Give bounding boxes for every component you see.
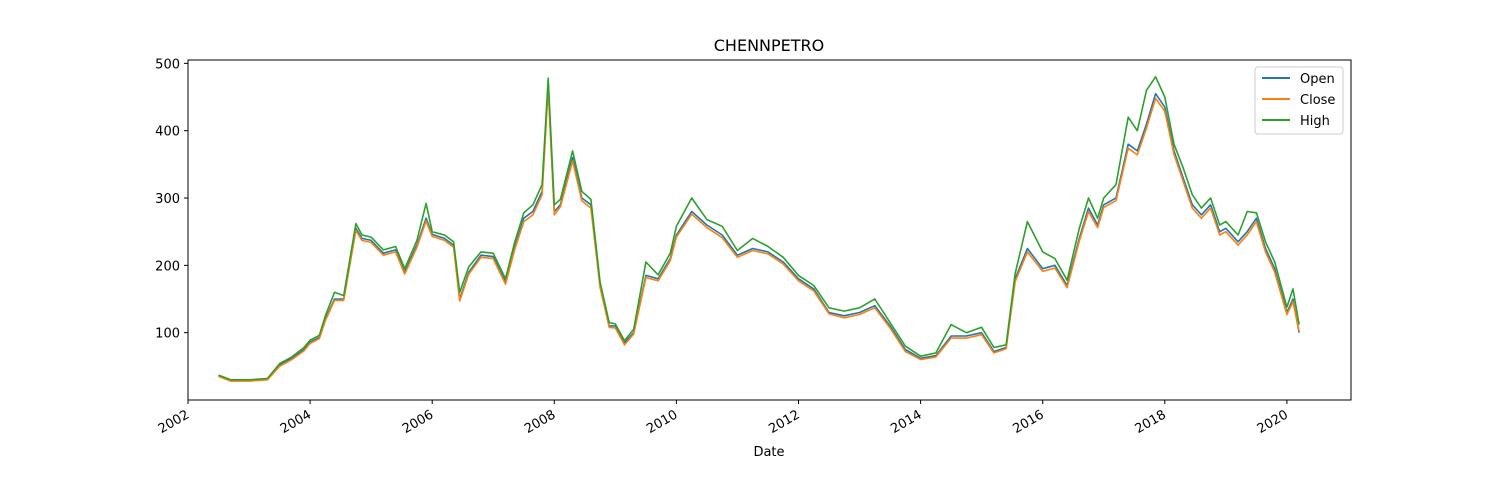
legend-label-open: Open bbox=[1300, 72, 1335, 87]
axes-frame bbox=[187, 59, 1352, 401]
y-tick-label: 300 bbox=[155, 192, 180, 207]
y-tick-label: 500 bbox=[155, 57, 180, 72]
y-tick-label: 100 bbox=[155, 327, 180, 342]
x-axis-label: Date bbox=[753, 445, 784, 460]
plot-area bbox=[187, 59, 1352, 401]
y-tick-label: 200 bbox=[155, 259, 180, 274]
chart-title: CHENNPETRO bbox=[714, 36, 825, 55]
legend-label-high: High bbox=[1300, 114, 1330, 129]
series-line-high bbox=[218, 76, 1300, 381]
y-tick-label: 400 bbox=[155, 125, 180, 140]
legend-box bbox=[1254, 66, 1344, 135]
legend-label-close: Close bbox=[1300, 93, 1335, 108]
legend: Open Close High bbox=[1254, 66, 1344, 135]
series-layer bbox=[218, 76, 1300, 382]
y-axis: 100 200 300 400 500 bbox=[155, 57, 188, 342]
series-line-close bbox=[218, 88, 1300, 382]
